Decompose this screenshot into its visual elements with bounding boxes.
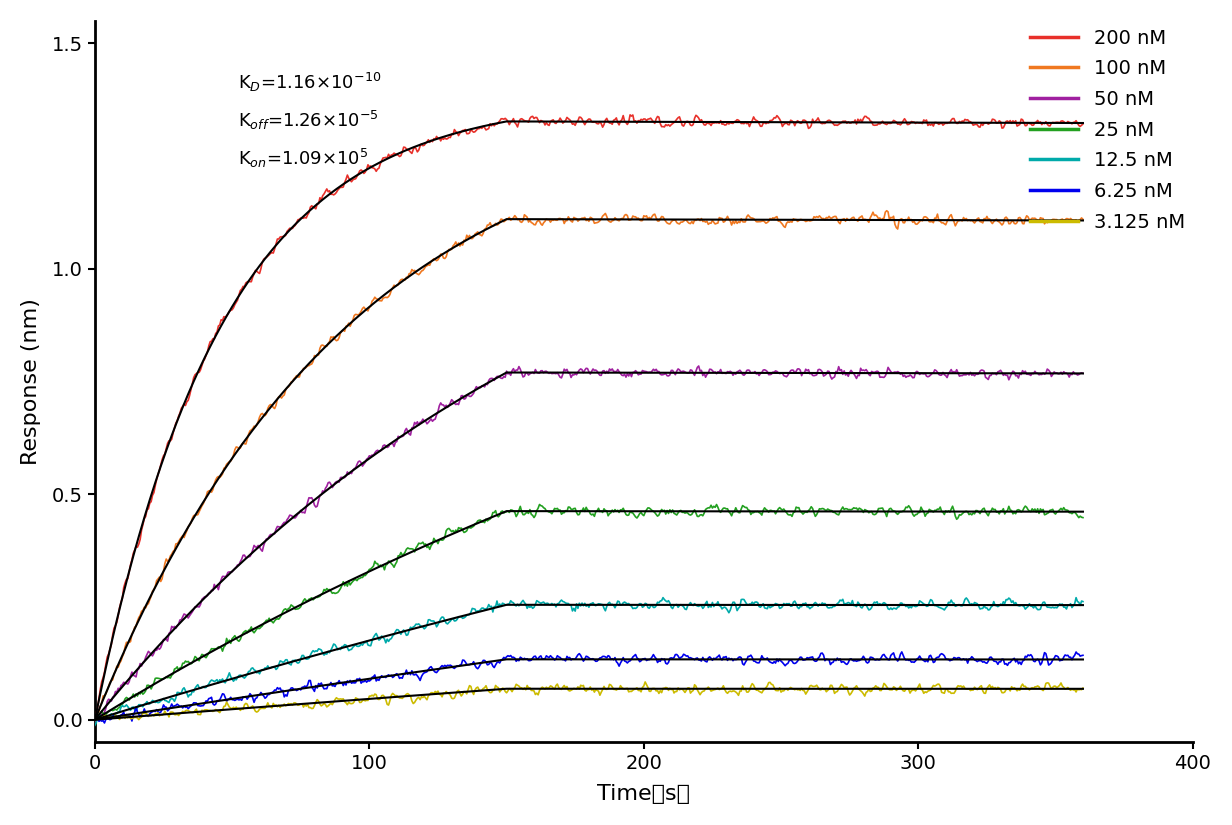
50 nM: [573, 364, 588, 374]
200 nM: [87, 714, 102, 724]
Text: K$_D$=1.16×10$^{-10}$
K$_{off}$=1.26×10$^{-5}$
K$_{on}$=1.09×10$^{5}$: K$_D$=1.16×10$^{-10}$ K$_{off}$=1.26×10$…: [238, 71, 381, 170]
3.125 nM: [349, 693, 363, 703]
Line: 200 nM: 200 nM: [95, 115, 1083, 719]
3.125 nM: [638, 677, 653, 687]
Line: 12.5 nM: 12.5 nM: [95, 597, 1083, 725]
25 nM: [769, 509, 784, 519]
Legend: 200 nM, 100 nM, 50 nM, 25 nM, 12.5 nM, 6.25 nM, 3.125 nM: 200 nM, 100 nM, 50 nM, 25 nM, 12.5 nM, 6…: [1021, 21, 1193, 239]
12.5 nM: [87, 720, 102, 730]
25 nM: [304, 593, 319, 603]
3.125 nM: [1076, 683, 1090, 693]
200 nM: [622, 110, 637, 120]
Line: 6.25 nM: 6.25 nM: [95, 652, 1083, 723]
25 nM: [1076, 512, 1090, 522]
50 nM: [304, 493, 319, 502]
50 nM: [87, 717, 102, 727]
100 nM: [1076, 214, 1090, 224]
25 nM: [347, 575, 362, 585]
3.125 nM: [87, 711, 102, 721]
100 nM: [987, 217, 1002, 227]
25 nM: [532, 499, 547, 509]
3.125 nM: [988, 682, 1003, 692]
12.5 nM: [347, 641, 362, 651]
Line: 3.125 nM: 3.125 nM: [95, 682, 1083, 719]
6.25 nM: [306, 684, 320, 694]
50 nM: [347, 464, 362, 474]
Line: 50 nM: 50 nM: [95, 366, 1083, 722]
100 nM: [766, 214, 781, 224]
3.125 nM: [306, 704, 320, 714]
25 nM: [574, 506, 589, 516]
50 nM: [769, 366, 784, 376]
200 nM: [347, 174, 362, 184]
6.25 nM: [769, 658, 784, 668]
12.5 nM: [987, 596, 1002, 606]
6.25 nM: [574, 653, 589, 663]
25 nM: [987, 505, 1002, 515]
50 nM: [987, 369, 1002, 379]
3.125 nM: [770, 686, 785, 695]
3.125 nM: [574, 681, 589, 691]
3.125 nM: [673, 685, 687, 695]
100 nM: [573, 214, 588, 224]
Y-axis label: Response (nm): Response (nm): [21, 298, 41, 465]
25 nM: [87, 716, 102, 726]
6.25 nM: [97, 718, 112, 728]
200 nM: [670, 113, 685, 123]
12.5 nM: [1076, 596, 1090, 606]
6.25 nM: [1076, 650, 1090, 660]
6.25 nM: [894, 647, 909, 657]
X-axis label: Time（s）: Time（s）: [598, 785, 690, 804]
100 nM: [304, 359, 319, 369]
Line: 100 nM: 100 nM: [95, 210, 1083, 714]
200 nM: [304, 200, 319, 210]
6.25 nM: [87, 710, 102, 719]
200 nM: [987, 115, 1002, 125]
12.5 nM: [304, 648, 319, 658]
12.5 nM: [769, 599, 784, 609]
6.25 nM: [670, 651, 685, 661]
200 nM: [1076, 119, 1090, 129]
6.25 nM: [349, 678, 363, 688]
50 nM: [669, 366, 684, 376]
12.5 nM: [670, 602, 685, 612]
50 nM: [691, 361, 706, 371]
200 nM: [573, 112, 588, 122]
6.25 nM: [988, 657, 1003, 667]
12.5 nM: [573, 601, 588, 610]
3.125 nM: [132, 714, 147, 724]
25 nM: [670, 508, 685, 518]
100 nM: [347, 310, 362, 320]
12.5 nM: [655, 592, 670, 602]
100 nM: [880, 205, 894, 215]
50 nM: [1076, 369, 1090, 379]
100 nM: [87, 710, 102, 719]
200 nM: [769, 113, 784, 123]
Line: 25 nM: 25 nM: [95, 504, 1083, 721]
100 nM: [669, 218, 684, 228]
